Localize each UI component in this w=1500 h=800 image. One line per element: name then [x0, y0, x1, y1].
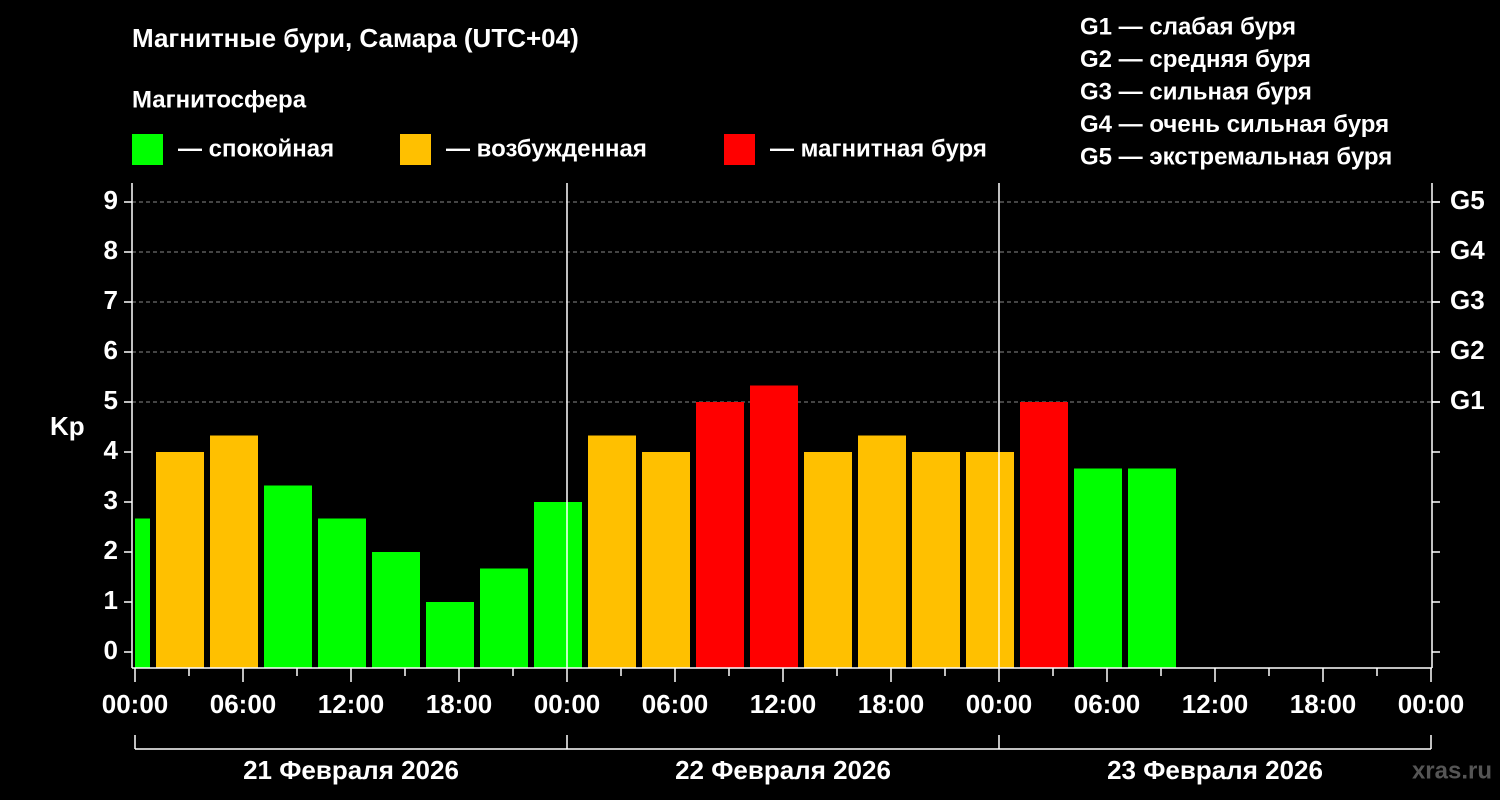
x-tick-label: 06:00	[210, 689, 277, 719]
y-axis-label: Kp	[50, 411, 85, 441]
x-tick-label: 18:00	[1290, 689, 1357, 719]
legend-label: — возбужденная	[446, 135, 647, 162]
x-tick-label: 06:00	[642, 689, 709, 719]
y-tick-label: 2	[104, 535, 118, 565]
legend-label: — магнитная буря	[770, 135, 987, 162]
x-tick-label: 18:00	[858, 689, 925, 719]
legend-swatch	[400, 134, 431, 165]
storm-scale-label: G3 — сильная буря	[1080, 78, 1312, 105]
bar	[642, 452, 690, 668]
bar	[156, 452, 204, 668]
storm-scale-label: G1 — слабая буря	[1080, 13, 1296, 40]
bar	[750, 385, 798, 668]
day-label: 22 Февраля 2026	[675, 755, 891, 785]
y2-tick-label: G4	[1450, 235, 1485, 265]
bar	[135, 518, 150, 668]
watermark: xras.ru	[1412, 757, 1492, 784]
bar	[210, 435, 258, 668]
x-tick-label: 00:00	[534, 689, 601, 719]
y-tick-label: 6	[104, 335, 118, 365]
y-tick-label: 4	[104, 435, 119, 465]
y2-tick-label: G5	[1450, 185, 1485, 215]
bar	[1074, 468, 1122, 668]
bar	[534, 502, 582, 668]
x-tick-label: 06:00	[1074, 689, 1141, 719]
bar	[588, 435, 636, 668]
bar	[318, 518, 366, 668]
day-label: 21 Февраля 2026	[243, 755, 459, 785]
bar	[966, 452, 1014, 668]
y2-tick-label: G3	[1450, 285, 1485, 315]
bar	[912, 452, 960, 668]
legend-title: Магнитосфера	[132, 86, 307, 113]
y2-tick-label: G1	[1450, 385, 1485, 415]
bar	[804, 452, 852, 668]
bar	[696, 402, 744, 668]
bar	[372, 552, 420, 668]
x-tick-label: 00:00	[102, 689, 169, 719]
x-tick-label: 18:00	[426, 689, 493, 719]
storm-scale-label: G4 — очень сильная буря	[1080, 111, 1389, 138]
bar	[1128, 468, 1176, 668]
legend-swatch	[724, 134, 755, 165]
x-tick-label: 12:00	[750, 689, 817, 719]
chart-title: Магнитные бури, Самара (UTC+04)	[132, 23, 579, 53]
x-tick-label: 12:00	[318, 689, 385, 719]
legend-label: — спокойная	[178, 135, 334, 162]
y-tick-label: 7	[104, 285, 118, 315]
y2-tick-label: G2	[1450, 335, 1485, 365]
legend-swatch	[132, 134, 163, 165]
x-tick-label: 00:00	[1398, 689, 1465, 719]
x-tick-label: 00:00	[966, 689, 1033, 719]
y-tick-label: 3	[104, 485, 118, 515]
day-label: 23 Февраля 2026	[1107, 755, 1323, 785]
y-tick-label: 9	[104, 185, 118, 215]
bar	[480, 568, 528, 668]
bar	[264, 485, 312, 668]
storm-scale-label: G2 — средняя буря	[1080, 46, 1311, 73]
y-tick-label: 1	[104, 585, 118, 615]
y-tick-label: 0	[104, 635, 118, 665]
bar	[858, 435, 906, 668]
bar	[1020, 402, 1068, 668]
y-tick-label: 5	[104, 385, 118, 415]
storm-scale-label: G5 — экстремальная буря	[1080, 143, 1392, 170]
bar	[426, 602, 474, 668]
y-tick-label: 8	[104, 235, 118, 265]
x-tick-label: 12:00	[1182, 689, 1249, 719]
